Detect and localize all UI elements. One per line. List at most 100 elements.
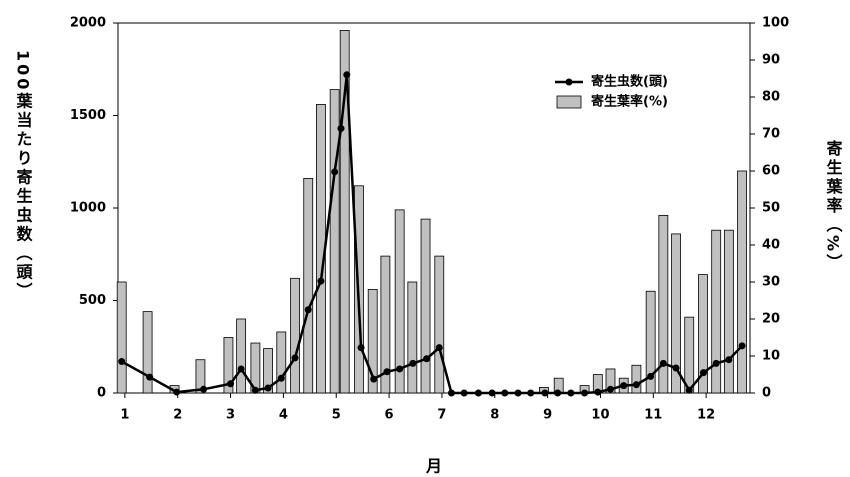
bar bbox=[723, 229, 734, 394]
point bbox=[118, 358, 126, 366]
bar bbox=[116, 281, 127, 394]
y2-tick-label: 10 bbox=[762, 349, 780, 364]
point bbox=[227, 380, 235, 388]
point bbox=[672, 364, 680, 372]
bar bbox=[276, 331, 287, 394]
y2-tick-label: 30 bbox=[762, 275, 780, 290]
point bbox=[647, 372, 655, 380]
x-tick-label: 10 bbox=[591, 408, 609, 423]
legend-label: 寄生虫数(頭) bbox=[591, 74, 668, 90]
point bbox=[501, 389, 509, 397]
point bbox=[738, 342, 746, 350]
point bbox=[383, 368, 391, 376]
point bbox=[620, 382, 628, 390]
point bbox=[474, 389, 482, 397]
y2-tick-label: 90 bbox=[762, 53, 780, 68]
legend-marker bbox=[565, 78, 573, 86]
bar bbox=[434, 255, 445, 394]
bar bbox=[263, 348, 273, 394]
point bbox=[606, 385, 614, 393]
y2-tick-label: 20 bbox=[762, 312, 780, 327]
point bbox=[277, 374, 285, 382]
point bbox=[581, 389, 589, 397]
point bbox=[567, 389, 575, 397]
y-tick-label: 0 bbox=[97, 386, 106, 401]
x-tick-label: 1 bbox=[120, 408, 129, 423]
point bbox=[632, 381, 640, 389]
point bbox=[317, 277, 325, 285]
x-tick-label: 9 bbox=[543, 408, 552, 423]
bar bbox=[303, 177, 314, 394]
point bbox=[488, 389, 496, 397]
point bbox=[712, 359, 720, 367]
x-axis-label: 月 bbox=[425, 457, 442, 476]
bar bbox=[329, 89, 340, 394]
x-tick-label: 4 bbox=[279, 408, 288, 423]
bar bbox=[737, 170, 747, 394]
bar bbox=[394, 209, 405, 394]
bar bbox=[658, 214, 669, 394]
bar bbox=[195, 359, 206, 394]
bar bbox=[407, 281, 418, 394]
x-tick-label: 5 bbox=[332, 408, 341, 423]
bar bbox=[631, 364, 642, 394]
point bbox=[357, 344, 365, 352]
point bbox=[264, 384, 272, 392]
bar bbox=[605, 368, 616, 394]
y2-tick-label: 60 bbox=[762, 164, 780, 179]
point bbox=[659, 359, 667, 367]
y-tick-label: 1000 bbox=[70, 201, 106, 216]
y2-tick-label: 40 bbox=[762, 238, 780, 253]
point bbox=[527, 389, 535, 397]
point bbox=[447, 389, 455, 397]
x-tick-label: 3 bbox=[226, 408, 235, 423]
x-tick-label: 8 bbox=[490, 408, 499, 423]
point bbox=[331, 168, 339, 176]
bar bbox=[684, 316, 695, 394]
point bbox=[343, 71, 351, 79]
bar bbox=[420, 218, 431, 394]
point bbox=[173, 388, 181, 396]
point bbox=[146, 373, 154, 381]
bar bbox=[290, 277, 300, 394]
point bbox=[237, 365, 245, 373]
point bbox=[337, 124, 345, 132]
legend-label: 寄生葉率(%) bbox=[591, 94, 668, 110]
y-tick-label: 1500 bbox=[70, 108, 106, 123]
point bbox=[304, 306, 312, 314]
x-tick-label: 12 bbox=[697, 408, 715, 423]
point bbox=[423, 355, 431, 363]
point bbox=[409, 359, 417, 367]
bar bbox=[236, 318, 247, 394]
y-axis-label: 100葉当たり寄生虫数（頭） bbox=[14, 50, 34, 301]
y-tick-label: 500 bbox=[79, 293, 106, 308]
point bbox=[685, 386, 693, 394]
legend-swatch bbox=[556, 95, 582, 109]
point bbox=[594, 388, 602, 396]
x-tick-label: 2 bbox=[173, 408, 182, 423]
point bbox=[291, 354, 299, 362]
point bbox=[435, 344, 443, 352]
bar bbox=[367, 288, 378, 394]
y2-tick-label: 80 bbox=[762, 90, 780, 105]
bar bbox=[223, 337, 234, 394]
point bbox=[514, 389, 522, 397]
bar bbox=[380, 255, 391, 394]
bar bbox=[671, 233, 681, 394]
point bbox=[699, 369, 707, 377]
y2-tick-label: 50 bbox=[762, 201, 780, 216]
point bbox=[725, 356, 733, 364]
y2-tick-label: 0 bbox=[762, 386, 771, 401]
x-tick-label: 7 bbox=[437, 408, 446, 423]
y2-tick-label: 70 bbox=[762, 127, 780, 142]
x-tick-label: 11 bbox=[644, 408, 662, 423]
point bbox=[370, 375, 378, 383]
y2-axis-label: 寄生葉率（%） bbox=[824, 139, 844, 273]
bar bbox=[339, 29, 350, 394]
point bbox=[200, 385, 208, 393]
point bbox=[460, 389, 468, 397]
y-tick-label: 2000 bbox=[70, 16, 106, 31]
bar bbox=[645, 290, 656, 394]
bar bbox=[698, 274, 708, 394]
